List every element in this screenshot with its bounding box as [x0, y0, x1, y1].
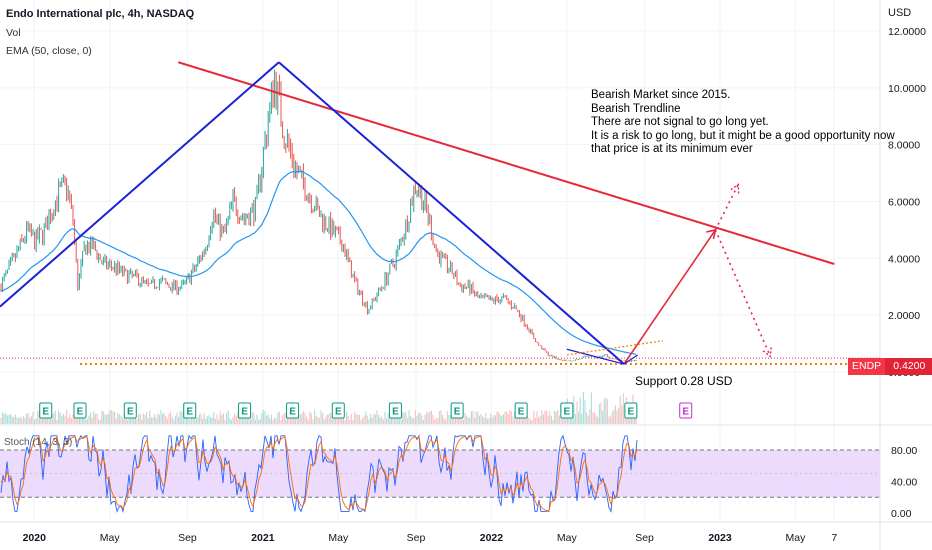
time-tick-label: May [557, 532, 578, 544]
volume-bars [0, 392, 637, 424]
analysis-note[interactable]: Bearish Market since 2015. Bearish Trend… [591, 89, 895, 157]
earnings-marker[interactable] [560, 402, 574, 419]
earnings-marker[interactable] [450, 402, 464, 419]
time-tick-label: 7 [831, 532, 837, 544]
time-tick-label: May [786, 532, 807, 544]
last-price-badge: ENDP 0.4200 [848, 358, 932, 375]
time-tick-label: May [328, 532, 349, 544]
symbol-title[interactable]: Endo International plc, 4h, NASDAQ [6, 8, 195, 20]
last-price-value: 0.4200 [885, 358, 932, 375]
stoch-d-line [0, 435, 638, 512]
price-tick-label: 8.0000 [888, 140, 920, 152]
earnings-marker[interactable] [514, 402, 528, 419]
stoch-legend[interactable]: Stoch (14, 3, 3) [4, 437, 73, 448]
support-label[interactable]: Support 0.28 USD [635, 374, 733, 388]
currency-label: USD [888, 7, 912, 19]
wedge-line [566, 348, 639, 365]
ema-line [0, 170, 637, 355]
ema-legend[interactable]: EMA (50, close, 0) [6, 45, 92, 57]
time-tick-label: Sep [407, 532, 426, 544]
earnings-marker-label: E [564, 407, 571, 418]
earnings-marker[interactable] [388, 402, 402, 419]
time-tick-label: Sep [635, 532, 654, 544]
note-line: It is a risk to go long, but it might be… [591, 129, 895, 142]
earnings-marker-label: E [241, 407, 248, 418]
earnings-marker[interactable] [183, 402, 197, 419]
blue-trendline[interactable] [0, 61, 280, 308]
projection-arrow[interactable] [623, 229, 717, 365]
earnings-marker-label: E [127, 407, 134, 418]
price-tick-label: 12.0000 [888, 26, 926, 38]
time-tick-label: 2023 [708, 532, 732, 544]
earnings-marker[interactable] [331, 402, 345, 419]
earnings-marker-label: E [392, 407, 399, 418]
time-axis[interactable]: 2020 May Sep 2021 May Sep 2022 May Sep 2023 May 7 [23, 532, 838, 544]
price-tick-label: 6.0000 [888, 197, 920, 209]
price-axis[interactable]: 12.0000 10.0000 8.0000 6.0000 4.0000 2.0000 0.… [888, 26, 926, 520]
last-price-symbol: ENDP [848, 358, 886, 375]
blue-trendline[interactable] [278, 61, 625, 365]
dotted-projection[interactable] [714, 229, 772, 357]
stoch-tick-label: 0.00 [891, 508, 912, 520]
trend-drawings[interactable] [0, 61, 880, 366]
earnings-marker[interactable] [238, 402, 252, 419]
stoch-k-line [0, 434, 638, 514]
ema-series-line [0, 170, 637, 355]
earnings-marker-label: E [186, 407, 193, 418]
note-line: that price is at its minimum ever [591, 143, 753, 155]
stoch-tick-label: 40.00 [891, 477, 917, 489]
earnings-marker[interactable] [624, 402, 638, 419]
earnings-marker[interactable] [123, 402, 137, 419]
time-tick-label: May [100, 532, 121, 544]
earnings-marker[interactable] [286, 402, 300, 419]
price-tick-label: 4.0000 [888, 253, 920, 265]
earnings-marker-label: E [42, 407, 49, 418]
note-line: There are not signal to go long yet. [591, 116, 769, 128]
time-tick-label: Sep [178, 532, 197, 544]
dotted-projection[interactable] [714, 184, 740, 231]
time-tick-label: 2021 [251, 532, 275, 544]
volume-legend[interactable]: Vol [6, 27, 21, 39]
earnings-marker[interactable] [73, 402, 87, 419]
price-tick-label: 10.0000 [888, 83, 926, 95]
earnings-marker-label: E [289, 407, 296, 418]
price-candles [0, 69, 637, 362]
red-trendline[interactable] [177, 61, 835, 265]
earnings-marker-label: E [335, 407, 342, 418]
time-tick-label: 2020 [23, 532, 47, 544]
wedge-line [566, 340, 663, 356]
earnings-marker-label: E [518, 407, 525, 418]
earnings-marker[interactable] [39, 402, 53, 419]
stoch-tick-label: 80.00 [891, 445, 917, 457]
arrow-head [730, 183, 740, 194]
earnings-marker[interactable] [679, 402, 693, 419]
note-line: Bearish Market since 2015. [591, 89, 731, 101]
earnings-marker-label: E [454, 407, 461, 418]
price-tick-label: 2.0000 [888, 310, 920, 322]
earnings-marker-label: E [682, 407, 689, 418]
note-line: Bearish Trendline [591, 102, 681, 115]
earnings-marker-label: E [77, 407, 84, 418]
time-tick-label: 2022 [480, 532, 504, 544]
stochastic-pane [0, 434, 880, 514]
arrow-head [762, 347, 772, 358]
earnings-marker-label: E [628, 407, 635, 418]
